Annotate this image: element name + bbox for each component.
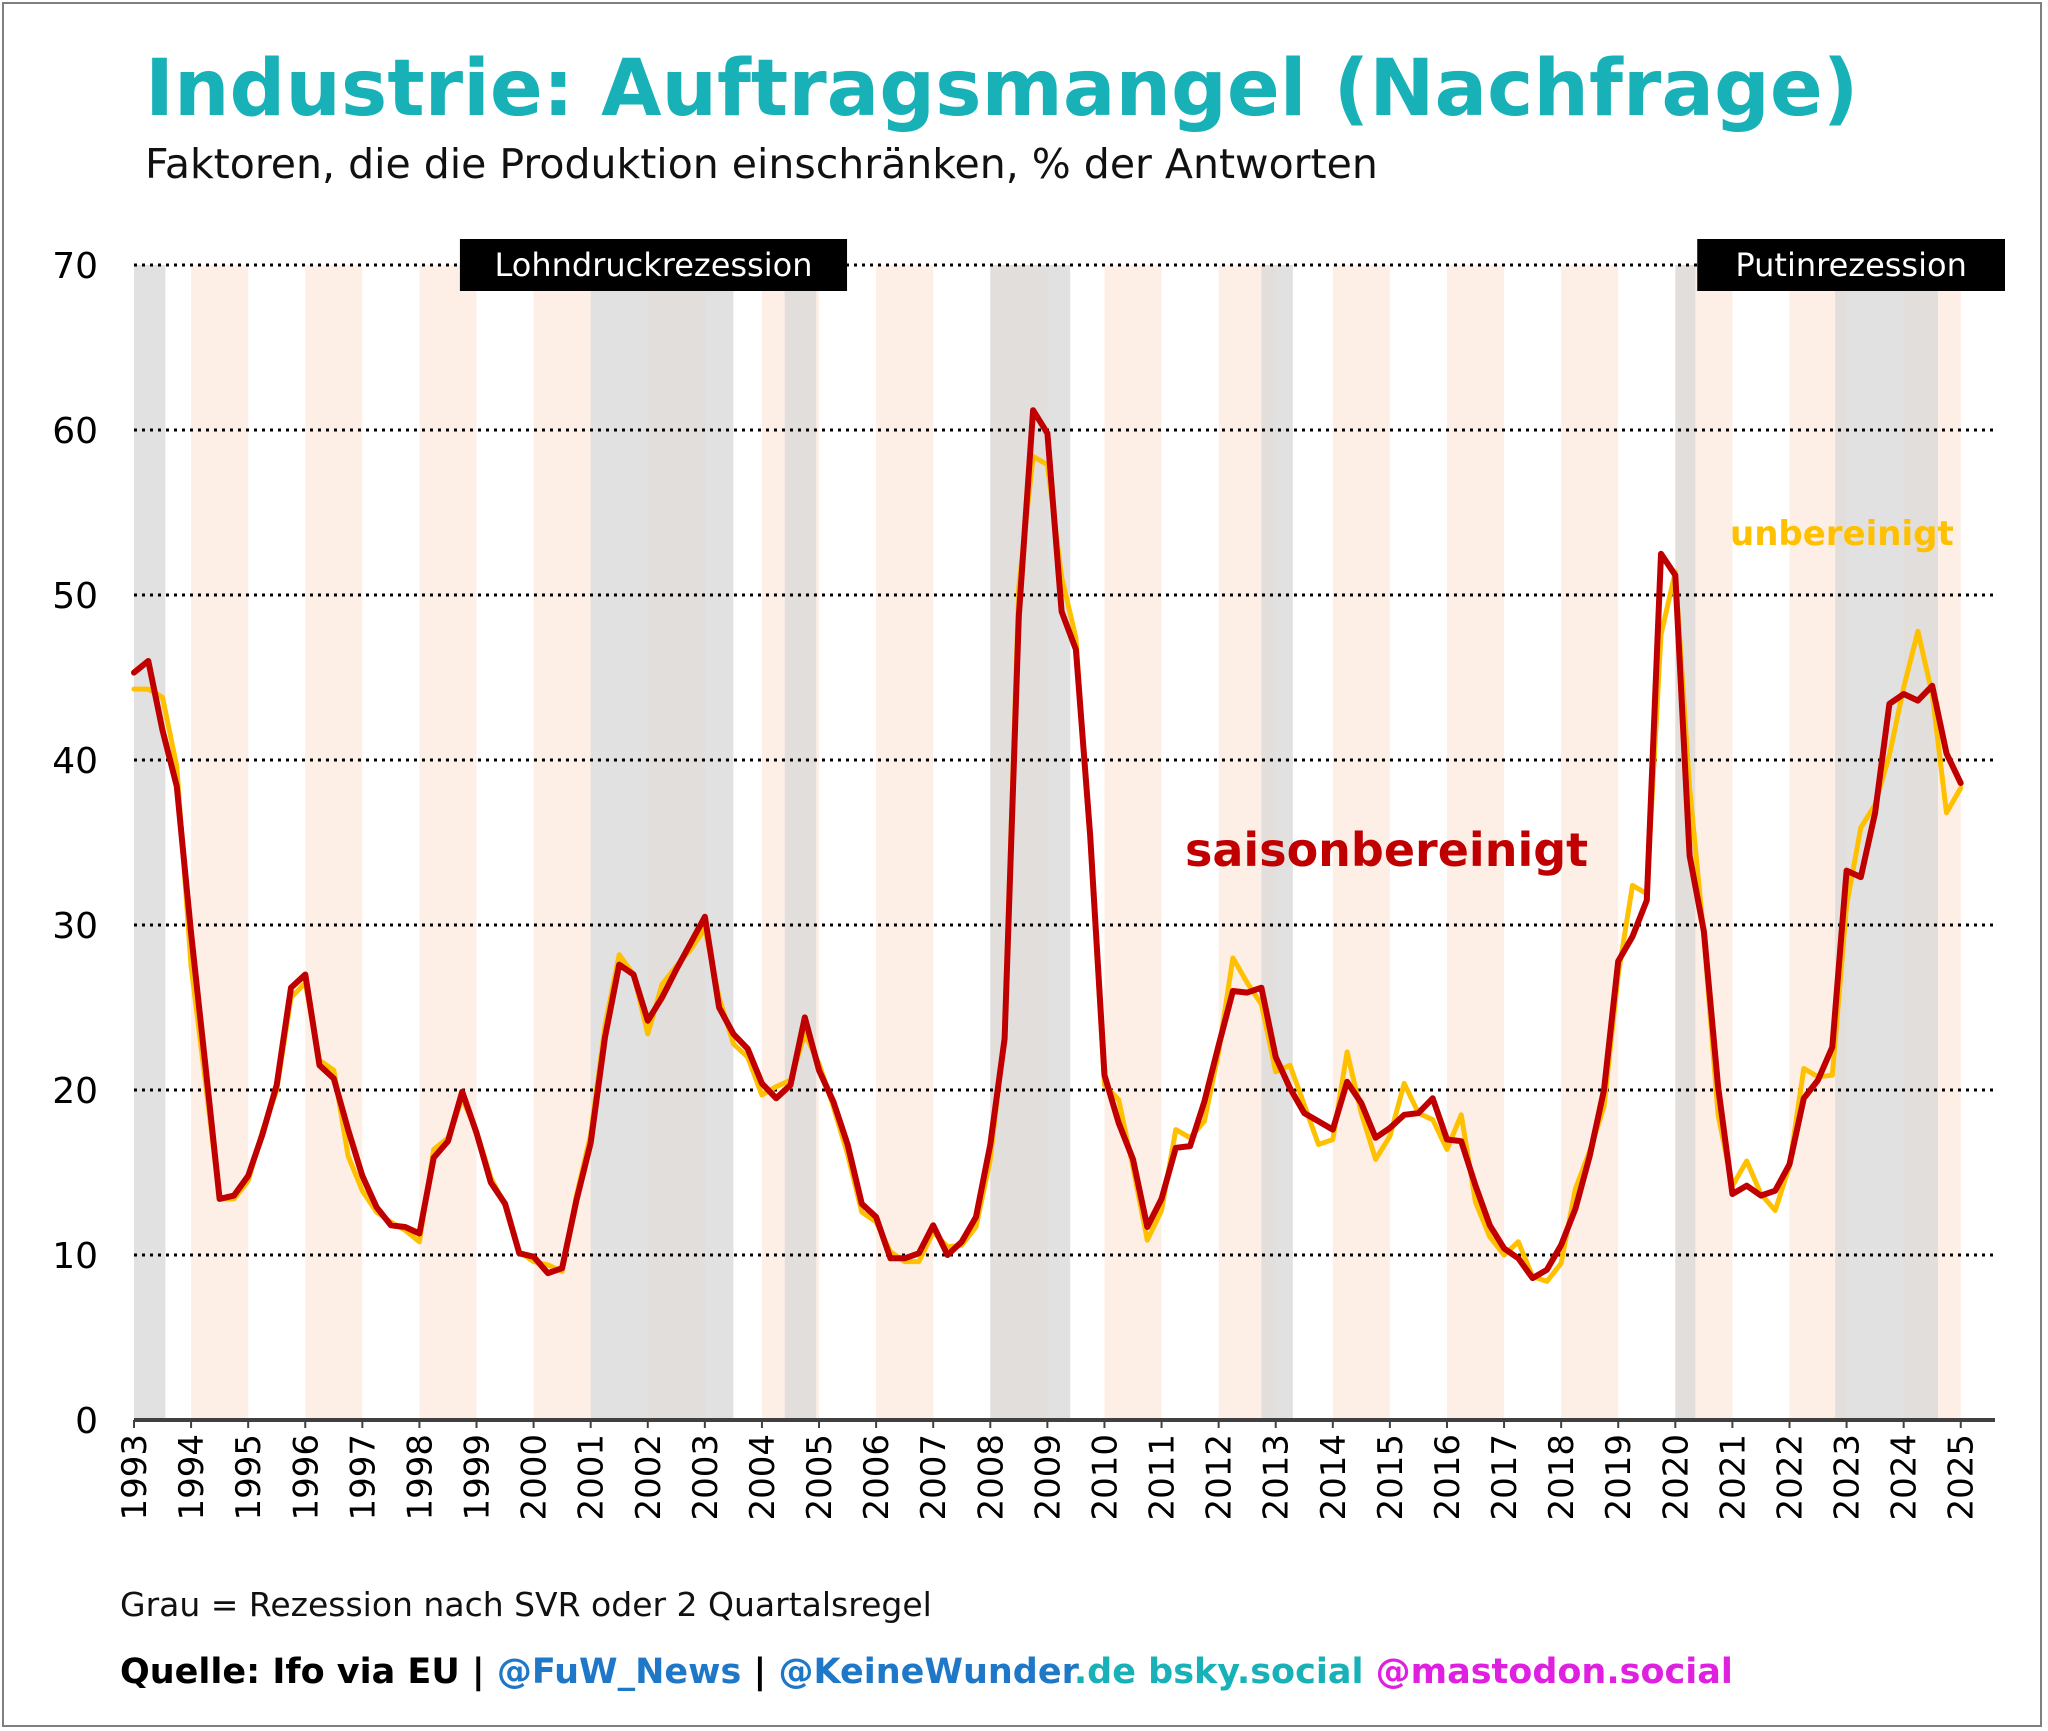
x-tick-label: 2024	[1885, 1434, 1925, 1521]
annotation-box	[1697, 239, 2005, 291]
x-tick-label: 2005	[800, 1434, 840, 1521]
source-mastodon-link[interactable]: @mastodon.social	[1363, 1652, 1733, 1692]
annotation-label: Lohndruckrezession	[494, 246, 812, 284]
recession-band	[590, 265, 734, 1420]
x-tick-label: 2011	[1143, 1434, 1183, 1521]
recession-band	[784, 265, 817, 1420]
y-tick-label: 10	[52, 1236, 98, 1277]
year-stripe	[191, 265, 249, 1420]
year-stripe	[533, 265, 591, 1420]
x-tick-label: 2001	[572, 1434, 612, 1521]
x-tick-label: 2006	[857, 1434, 897, 1521]
annotations: Lohndruckrezession Putinrezession	[459, 239, 2005, 291]
series-lines	[131, 407, 1964, 1284]
x-tick-label: 2017	[1485, 1434, 1525, 1521]
x-tick-label: 2013	[1257, 1434, 1297, 1521]
series-line-saisonbereinigt	[131, 407, 1964, 1282]
x-tick-label: 2008	[971, 1434, 1011, 1521]
x-tick-label: 1993	[115, 1434, 155, 1521]
recession-band	[134, 265, 166, 1420]
x-tick-label: 2015	[1371, 1434, 1411, 1521]
y-tick-label: 40	[52, 741, 98, 782]
y-tick-label: 60	[52, 411, 98, 452]
x-tick-label: 2014	[1314, 1434, 1354, 1521]
annotation: Lohndruckrezession	[459, 239, 848, 291]
source-line: Quelle: Ifo via EU | @FuW_News | @KeineW…	[120, 1652, 1733, 1692]
x-tick-label: 2025	[1942, 1434, 1982, 1521]
recession-band	[1261, 265, 1293, 1420]
y-tick-label: 50	[52, 576, 98, 617]
chart-subtitle: Faktoren, die die Produktion einschränke…	[145, 140, 1378, 188]
recession-band	[1835, 265, 1938, 1420]
x-tick-label: 2000	[515, 1434, 555, 1521]
source-de: .de	[1073, 1652, 1136, 1692]
source-bsky-link[interactable]: bsky.social	[1135, 1652, 1364, 1692]
x-tick-label: 2002	[629, 1434, 669, 1521]
year-stripe	[305, 265, 363, 1420]
annotation: Putinrezession	[1697, 239, 2005, 291]
y-tick-label: 30	[52, 906, 98, 947]
series-label-saisonbereinigt: saisonbereinigt	[1185, 823, 1588, 877]
x-tick-label: 1998	[400, 1434, 440, 1521]
x-tick-label: 2018	[1542, 1434, 1582, 1521]
y-tick-label: 0	[75, 1401, 98, 1442]
x-tick-label: 2021	[1713, 1434, 1753, 1521]
y-tick-label: 20	[52, 1071, 98, 1112]
year-stripe	[876, 265, 934, 1420]
source-quelle: Quelle: Ifo via EU	[120, 1652, 460, 1692]
x-tick-label: 2019	[1599, 1434, 1639, 1521]
background-bands	[134, 265, 1961, 1420]
x-tick-label: 2023	[1828, 1434, 1868, 1521]
x-tick-label: 2012	[1200, 1434, 1240, 1521]
series-label-unbereinigt: unbereinigt	[1730, 514, 1954, 554]
x-tick-label: 1999	[458, 1434, 498, 1521]
x-tick-label: 2022	[1770, 1434, 1810, 1521]
annotation-box	[459, 239, 848, 291]
year-stripe	[1104, 265, 1162, 1420]
x-tick-label: 2010	[1085, 1434, 1125, 1521]
y-tick-label: 70	[52, 246, 98, 287]
x-tick-label: 2003	[686, 1434, 726, 1521]
source-fuw-link[interactable]: @FuW_News	[496, 1652, 742, 1692]
x-tick-label: 1994	[172, 1434, 212, 1521]
axes: 0 10 20 30 40 50 60 70 1993 1994 1995 1996 1997 1998 1…	[52, 246, 1995, 1521]
source-keinewunder-link[interactable]: @KeineWunder	[778, 1652, 1074, 1692]
annotation-label: Putinrezession	[1735, 246, 1966, 284]
x-tick-label: 2009	[1028, 1434, 1068, 1521]
x-tick-label: 2020	[1656, 1434, 1696, 1521]
recession-note: Grau = Rezession nach SVR oder 2 Quartal…	[120, 1585, 932, 1624]
x-tick-label: 2007	[914, 1434, 954, 1521]
source-sep-1: |	[459, 1652, 497, 1692]
x-tick-label: 1996	[286, 1434, 326, 1521]
x-tick-label: 1997	[343, 1434, 383, 1521]
chart-title: Industrie: Auftragsmangel (Nachfrage)	[145, 44, 1859, 134]
x-tick-label: 1995	[229, 1434, 269, 1521]
recession-band	[1675, 265, 1696, 1420]
source-sep-2: |	[741, 1652, 779, 1692]
year-stripe	[1332, 265, 1390, 1420]
x-tick-label: 2016	[1428, 1434, 1468, 1521]
x-tick-label: 2004	[743, 1434, 783, 1521]
year-stripe	[419, 265, 477, 1420]
